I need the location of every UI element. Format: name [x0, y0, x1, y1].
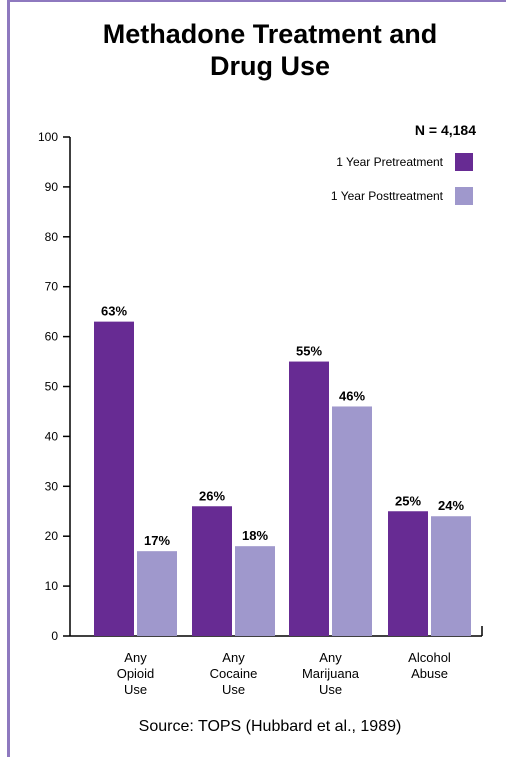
bar [388, 511, 428, 636]
frame-top-border [7, 0, 506, 2]
category-label: Any [222, 650, 245, 665]
legend-swatch [455, 153, 473, 171]
bar [94, 321, 134, 636]
bars [94, 321, 471, 636]
y-tick-label: 0 [51, 629, 58, 643]
chart-title: Methadone Treatment and Drug Use [102, 19, 438, 81]
bar-value-label: 55% [296, 344, 322, 359]
legend-swatch [455, 187, 473, 205]
y-tick-label: 40 [45, 429, 59, 443]
y-tick-label: 60 [45, 330, 59, 344]
bar [289, 361, 329, 636]
sample-size-note: N = 4,184 [415, 122, 476, 138]
bar-value-label: 25% [395, 493, 421, 508]
category-label: Use [319, 682, 342, 697]
category-label: Use [124, 682, 147, 697]
bar [192, 506, 232, 636]
bar-value-label: 17% [144, 533, 170, 548]
bar [431, 516, 471, 636]
bar-value-label: 46% [339, 388, 365, 403]
y-tick-label: 30 [45, 479, 59, 493]
y-tick-label: 10 [45, 579, 59, 593]
source-note: Source: TOPS (Hubbard et al., 1989) [138, 718, 402, 735]
category-label: Use [222, 682, 245, 697]
category-label: Any [319, 650, 342, 665]
category-label: Opioid [117, 666, 155, 681]
category-label: Cocaine [210, 666, 258, 681]
bar-value-label: 26% [199, 488, 225, 503]
bar-value-label: 24% [438, 498, 464, 513]
legend-label: 1 Year Posttreatment [331, 189, 444, 203]
category-label: Alcohol [408, 650, 451, 665]
category-label: Any [124, 650, 147, 665]
category-label: Abuse [411, 666, 448, 681]
category-label: Marijuana [302, 666, 360, 681]
legend: N = 4,184 1 Year Pretreatment 1 Year Postt… [331, 122, 476, 205]
y-tick-label: 80 [45, 230, 59, 244]
bar [332, 406, 372, 636]
bar-labels: 63% 17% 26% 18% 55% 46% 25% 24% [101, 304, 464, 549]
y-tick-label: 20 [45, 529, 59, 543]
bar-value-label: 63% [101, 304, 127, 319]
y-tick-label: 100 [38, 130, 58, 144]
bar [137, 551, 177, 636]
legend-label: 1 Year Pretreatment [336, 155, 443, 169]
y-tick-label: 50 [45, 380, 59, 394]
y-tick-label: 70 [45, 280, 59, 294]
bar-value-label: 18% [242, 528, 268, 543]
y-tick-label: 90 [45, 180, 59, 194]
frame-left-border [7, 0, 10, 757]
category-labels: AnyOpioidUseAnyCocaineUseAnyMarijuanaUse… [117, 650, 451, 697]
bar [235, 546, 275, 636]
